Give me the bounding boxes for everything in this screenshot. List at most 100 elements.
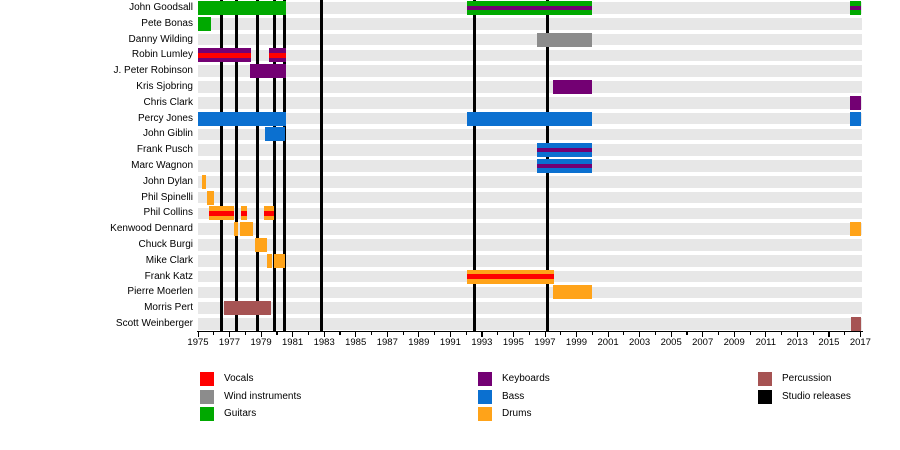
x-axis-tick-label: 2009 xyxy=(723,337,745,348)
row-band xyxy=(198,128,862,141)
member-bar-stripe-vocals xyxy=(466,274,554,279)
row-band xyxy=(198,223,862,235)
member-bar-drums xyxy=(206,190,214,205)
x-axis-tick-label: 2001 xyxy=(597,337,619,348)
x-axis-tick xyxy=(449,332,452,337)
member-bar-percussion xyxy=(851,317,862,331)
x-axis-tick xyxy=(197,332,199,337)
x-axis-tick xyxy=(639,332,641,337)
legend-item-label: Drums xyxy=(502,408,532,419)
studio-release-line xyxy=(320,0,324,331)
member-bar-bass xyxy=(850,111,862,126)
x-axis-line xyxy=(197,330,863,332)
wind_instruments-legend-swatch xyxy=(200,389,214,404)
x-axis-tick-label: 2003 xyxy=(629,337,651,348)
x-axis-tick-label: 1993 xyxy=(471,337,493,348)
x-axis-tick-label: 1987 xyxy=(376,337,398,348)
member-label: Kenwood Dennard xyxy=(110,223,193,235)
member-bar-keyboards xyxy=(552,80,593,94)
member-bar-drums xyxy=(254,238,267,252)
member-bar-drums xyxy=(201,174,206,189)
member-label: John Goodsall xyxy=(129,2,193,13)
x-axis-tick xyxy=(276,332,278,335)
studio-release-line xyxy=(472,0,476,331)
x-axis-tick xyxy=(355,332,357,337)
x-axis-tick xyxy=(497,332,499,335)
x-axis-tick xyxy=(402,332,404,335)
x-axis-tick xyxy=(796,332,798,337)
member-label: Percy Jones xyxy=(137,112,193,124)
member-label: Chris Clark xyxy=(143,96,193,108)
member-bar-bass xyxy=(466,111,593,126)
member-bar-drums xyxy=(209,206,235,221)
x-axis-tick-label: 1983 xyxy=(313,337,335,348)
x-axis-tick-label: 2013 xyxy=(786,337,808,348)
row-band xyxy=(198,318,862,330)
row-band xyxy=(198,286,862,299)
percussion-legend-swatch xyxy=(758,372,772,386)
legend-item-label: Bass xyxy=(502,390,525,402)
plot-area: John Goodsall Pete Bonas Danny Wilding Robi… xyxy=(110,0,871,348)
studio-release-line xyxy=(220,0,224,331)
x-axis-tick xyxy=(576,332,578,337)
member-bar-drums xyxy=(240,206,247,221)
row-band xyxy=(198,239,862,251)
keyboards-legend-swatch xyxy=(478,372,492,386)
legend: Vocals Wind instruments Guitars Keyboards Ba… xyxy=(0,363,900,450)
studio-release-line xyxy=(255,0,259,331)
member-label: Robin Lumley xyxy=(131,49,193,61)
x-axis-tick-label: 1979 xyxy=(250,337,272,348)
member-bar-stripe-vocals xyxy=(209,211,235,216)
bass-legend-swatch xyxy=(478,389,492,404)
x-axis-tick xyxy=(418,332,420,337)
x-axis-tick xyxy=(765,332,767,337)
x-axis-tick-label: 2011 xyxy=(755,337,777,348)
x-axis-tick xyxy=(670,332,672,337)
member-bar-stripe-keyboards xyxy=(466,5,593,11)
member-label: Frank Katz xyxy=(144,270,193,282)
member-label: Phil Spinelli xyxy=(141,191,193,203)
studio-release-line xyxy=(235,0,239,331)
x-axis-tick xyxy=(213,332,215,335)
vocals-legend-swatch xyxy=(200,372,214,386)
x-axis-tick-label: 1991 xyxy=(439,337,461,348)
member-bar-guitars xyxy=(198,1,287,15)
member-label: Kris Sjobring xyxy=(136,81,193,92)
row-band xyxy=(198,81,862,93)
row-band xyxy=(198,176,862,188)
member-label: Pete Bonas xyxy=(141,17,193,29)
x-axis-tick xyxy=(544,332,546,337)
member-bar-bass xyxy=(198,111,287,126)
member-bar-drums xyxy=(273,253,286,268)
x-axis-tick xyxy=(718,332,720,335)
member-bar-bass xyxy=(265,127,285,142)
member-bar-keyboards xyxy=(198,48,251,63)
x-axis-tick xyxy=(623,332,625,335)
x-axis-tick xyxy=(781,332,783,335)
x-axis-tick xyxy=(859,332,862,337)
x-axis-tick-label: 1999 xyxy=(565,337,588,348)
member-label: Marc Wagnon xyxy=(131,160,193,171)
member-bar-drums xyxy=(239,222,254,237)
row-band xyxy=(198,255,862,267)
x-axis-tick-label: 1977 xyxy=(218,337,241,348)
member-bar-stripe-vocals xyxy=(264,211,275,216)
studio-release-line xyxy=(283,0,287,331)
row-band xyxy=(198,33,862,46)
member-label: Pierre Moerlen xyxy=(127,286,193,298)
x-axis-tick-label: 1985 xyxy=(345,337,367,348)
member-label: Frank Pusch xyxy=(136,144,193,156)
member-bar-wind_instruments xyxy=(537,32,593,47)
row-band xyxy=(198,191,862,204)
member-label: John Giblin xyxy=(142,128,193,140)
row-band xyxy=(198,302,862,314)
legend-item-label: Percussion xyxy=(782,373,832,384)
studio_releases-legend-swatch xyxy=(758,389,772,404)
x-axis-tick xyxy=(686,332,688,335)
x-axis-tick xyxy=(339,332,341,335)
member-bar-drums xyxy=(552,285,593,300)
member-label: Scott Weinberger xyxy=(115,318,193,329)
x-axis-tick-label: 2007 xyxy=(692,337,714,348)
member-bar-drums xyxy=(234,222,239,237)
